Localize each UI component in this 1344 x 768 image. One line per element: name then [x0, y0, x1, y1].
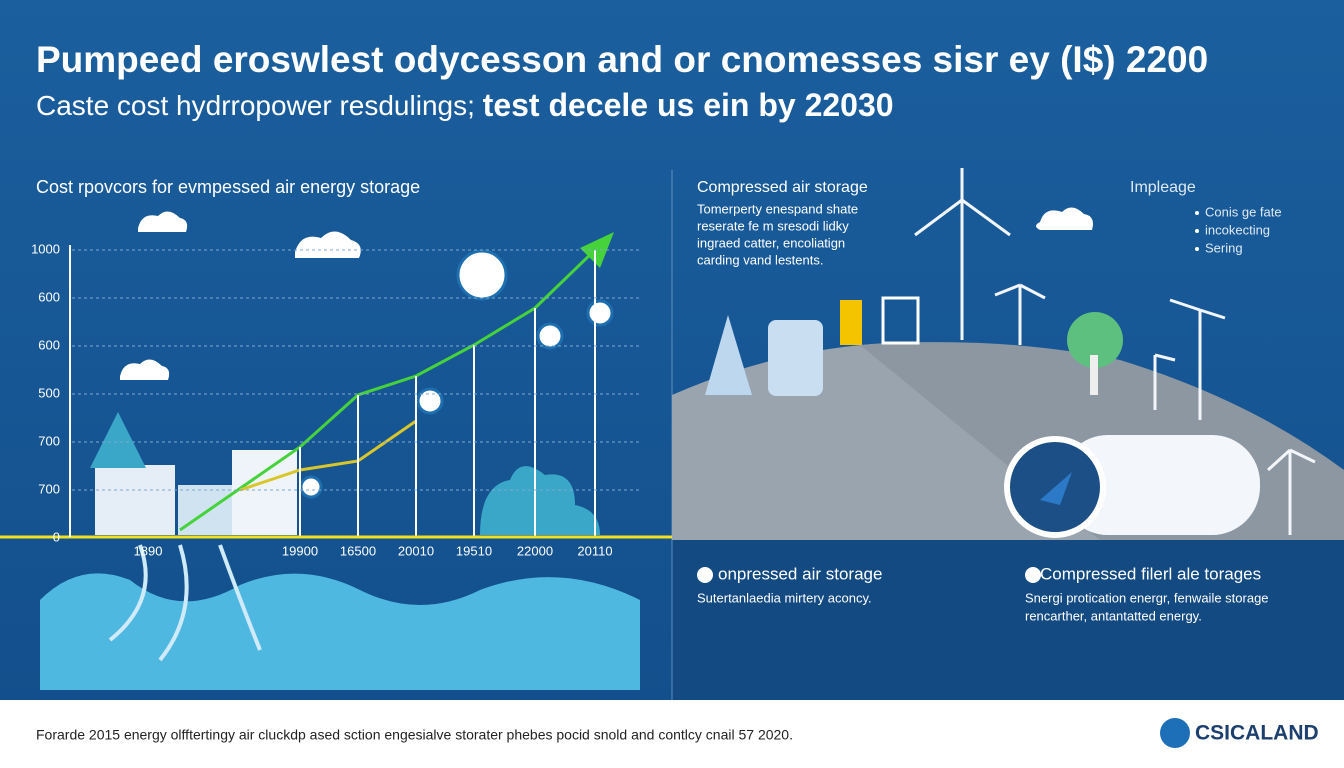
air-tank: [1060, 435, 1260, 535]
legend-item: incokecting: [1205, 222, 1270, 237]
cooling-tower: [768, 320, 823, 396]
frame: [881, 296, 920, 345]
y-label: 600: [38, 337, 60, 352]
building: [232, 450, 297, 535]
waterfall: [108, 544, 262, 662]
bush: [480, 466, 600, 535]
panel-text: ingraed catter, encoliatign: [697, 235, 845, 250]
y-label: 700: [38, 433, 60, 448]
card-text: Sutertanlaedia mirtery aconcy.: [697, 590, 872, 605]
card-text: rencarther, antantatted energy.: [1025, 608, 1202, 623]
x-label: 22000: [517, 543, 553, 558]
legend-item: Conis ge fate: [1205, 204, 1282, 219]
tower: [840, 300, 862, 345]
right-lower-panel: [672, 540, 1344, 700]
x-label: 16500: [340, 543, 376, 558]
gauge-needle: [1040, 472, 1072, 505]
building: [95, 465, 175, 535]
subtitle: Caste cost hydrropower resdulings; test …: [36, 87, 894, 123]
x-label: 20010: [398, 543, 434, 558]
title: Pumpeed eroswlest odycesson and or cnome…: [36, 39, 1208, 80]
y-label: 0: [53, 529, 60, 544]
legend-item: Sering: [1205, 240, 1243, 255]
subtitle-bold: test decele us ein by 22030: [483, 87, 894, 123]
legend-dot: [1195, 247, 1199, 251]
footer: [0, 700, 1344, 768]
x-label: 1890: [134, 543, 163, 558]
panel-title: Compressed air storage: [697, 179, 868, 196]
waves: [40, 573, 640, 690]
x-label: 19510: [456, 543, 492, 558]
y-label: 600: [38, 289, 60, 304]
panel-text: carding vand lestents.: [697, 252, 823, 267]
turbines: [914, 168, 1316, 535]
card-icon: [1025, 567, 1041, 583]
legend-dot: [1195, 211, 1199, 215]
card-title: Compressed filerl ale torages: [1040, 564, 1261, 583]
tree-trunk: [1090, 355, 1098, 395]
cloud: [1036, 207, 1093, 230]
secondary-line: [239, 419, 417, 492]
footer-text: Forarde 2015 energy olfftertingy air clu…: [36, 727, 793, 743]
brand: CSICALAND: [1195, 722, 1319, 745]
panel-text: Tomerperty enespand shate: [697, 201, 858, 216]
x-label: 20110: [577, 543, 612, 558]
card-title: onpressed air storage: [718, 564, 882, 583]
roof: [90, 412, 146, 468]
cone: [705, 315, 752, 395]
y-label: 1000: [31, 241, 60, 256]
y-label: 500: [38, 385, 60, 400]
brand-logo: [1160, 718, 1190, 748]
legend-title: Impleage: [1130, 179, 1196, 196]
chart-title: Cost rpovcors for evmpessed air energy s…: [36, 177, 420, 197]
legend-dot: [1195, 229, 1199, 233]
clouds: [120, 211, 361, 380]
panel-text: reserate fe m sresodi lidky: [697, 218, 849, 233]
card-icon: [697, 567, 713, 583]
subtitle-light: Caste cost hydrropower resdulings;: [36, 90, 475, 121]
x-label: 19900: [282, 543, 318, 558]
card-text: Snergi protication energr, fenwaile stor…: [1025, 590, 1269, 605]
y-label: 700: [38, 481, 60, 496]
tree: [1067, 312, 1123, 368]
